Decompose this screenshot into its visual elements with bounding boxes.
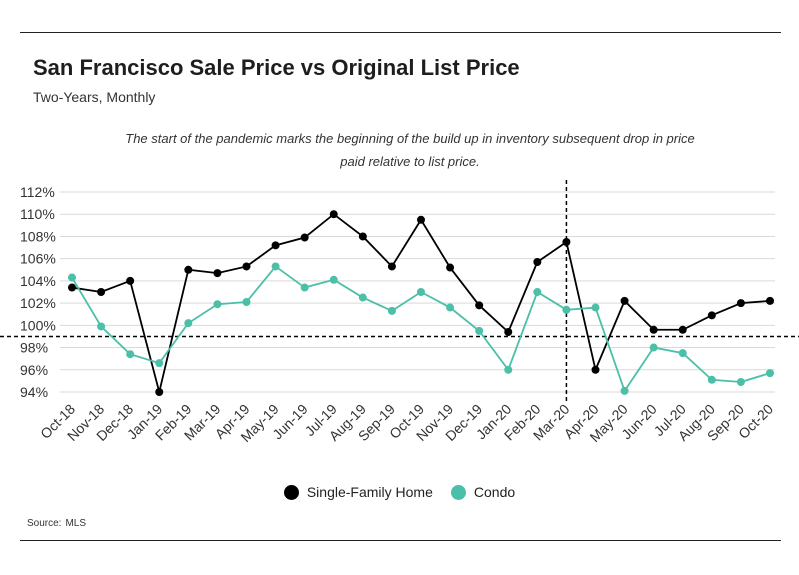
condo-point: [271, 262, 280, 271]
legend-label-single-family: Single-Family Home: [306, 484, 433, 500]
condo-point: [329, 275, 338, 284]
source-value: MLS: [65, 518, 87, 529]
single-family-point: [417, 215, 425, 224]
condo-point: [562, 305, 571, 314]
condo-point: [358, 293, 367, 302]
single-family-point: [678, 325, 687, 334]
single-family-point: [329, 210, 338, 219]
single-family-point: [533, 258, 542, 266]
annotation-line-2: paid relative to list price.: [340, 154, 480, 169]
condo-point: [97, 322, 106, 331]
single-family-point: [649, 325, 658, 334]
condo-swatch: [450, 484, 466, 500]
chart-subtitle: Two-Years, Monthly: [33, 89, 156, 105]
y-tick-label: 106%: [20, 251, 56, 267]
single-family-point: [504, 328, 513, 336]
condo-point: [678, 349, 687, 358]
single-family-point: [766, 296, 774, 305]
single-family-point: [736, 299, 745, 308]
legend-item-condo: Condo: [450, 484, 516, 500]
chart-legend: Single-Family Home Condo: [0, 484, 799, 500]
condo-point: [184, 319, 193, 328]
condo-point: [300, 283, 309, 292]
condo-point: [591, 303, 600, 312]
y-tick-label: 100%: [20, 317, 56, 333]
condo-point: [155, 359, 164, 368]
single-family-point: [620, 296, 629, 305]
top-rule: [20, 32, 781, 33]
single-family-point: [126, 276, 135, 285]
y-tick-label: 96%: [20, 362, 48, 378]
single-family-point: [387, 262, 396, 271]
condo-point: [126, 350, 135, 359]
single-family-point: [242, 262, 251, 271]
condo-point: [68, 273, 76, 282]
legend-label-condo: Condo: [473, 484, 516, 500]
y-tick-label: 112%: [20, 184, 55, 200]
single-family-point: [300, 233, 309, 242]
legend-item-single-family: Single-Family Home: [283, 484, 433, 500]
single-family-swatch: [283, 484, 299, 500]
single-family-point: [213, 269, 222, 278]
condo-point: [213, 300, 222, 309]
single-family-point: [446, 263, 455, 272]
single-family-point: [707, 311, 716, 320]
source-note: Source: MLS: [27, 518, 90, 529]
single-family-point: [184, 265, 193, 274]
single-family-point: [68, 283, 76, 292]
condo-point: [649, 343, 658, 352]
single-family-point: [358, 232, 367, 241]
condo-point: [446, 303, 455, 312]
single-family-point: [475, 301, 484, 310]
chart-annotation: The start of the pandemic marks the begi…: [110, 127, 710, 173]
condo-point: [475, 326, 484, 335]
condo-point: [533, 288, 542, 296]
condo-point: [417, 288, 425, 296]
condo-point: [736, 378, 745, 386]
y-tick-label: 108%: [20, 228, 56, 244]
condo-point: [387, 306, 396, 315]
source-label: Source:: [27, 518, 62, 529]
y-tick-label: 98%: [20, 340, 48, 356]
condo-point: [242, 298, 251, 306]
single-family-point: [562, 238, 571, 246]
chart-title: San Francisco Sale Price vs Original Lis…: [33, 55, 520, 80]
condo-point: [707, 375, 716, 384]
single-family-point: [271, 241, 280, 250]
condo-point: [504, 365, 513, 374]
condo-point: [620, 386, 629, 395]
condo-point: [766, 369, 774, 378]
y-tick-label: 104%: [20, 273, 56, 289]
single-family-point: [155, 388, 164, 396]
y-tick-label: 102%: [20, 295, 56, 311]
bottom-rule: [20, 540, 781, 541]
single-family-point: [97, 288, 106, 296]
y-tick-label: 94%: [20, 384, 48, 400]
y-tick-label: 110%: [20, 206, 55, 222]
annotation-line-1: The start of the pandemic marks the begi…: [125, 131, 695, 146]
condo-line: [71, 265, 771, 393]
single-family-point: [591, 365, 600, 374]
line-chart: 112%110%108%106%104%102%100%98%96%94%Oct…: [0, 180, 799, 445]
